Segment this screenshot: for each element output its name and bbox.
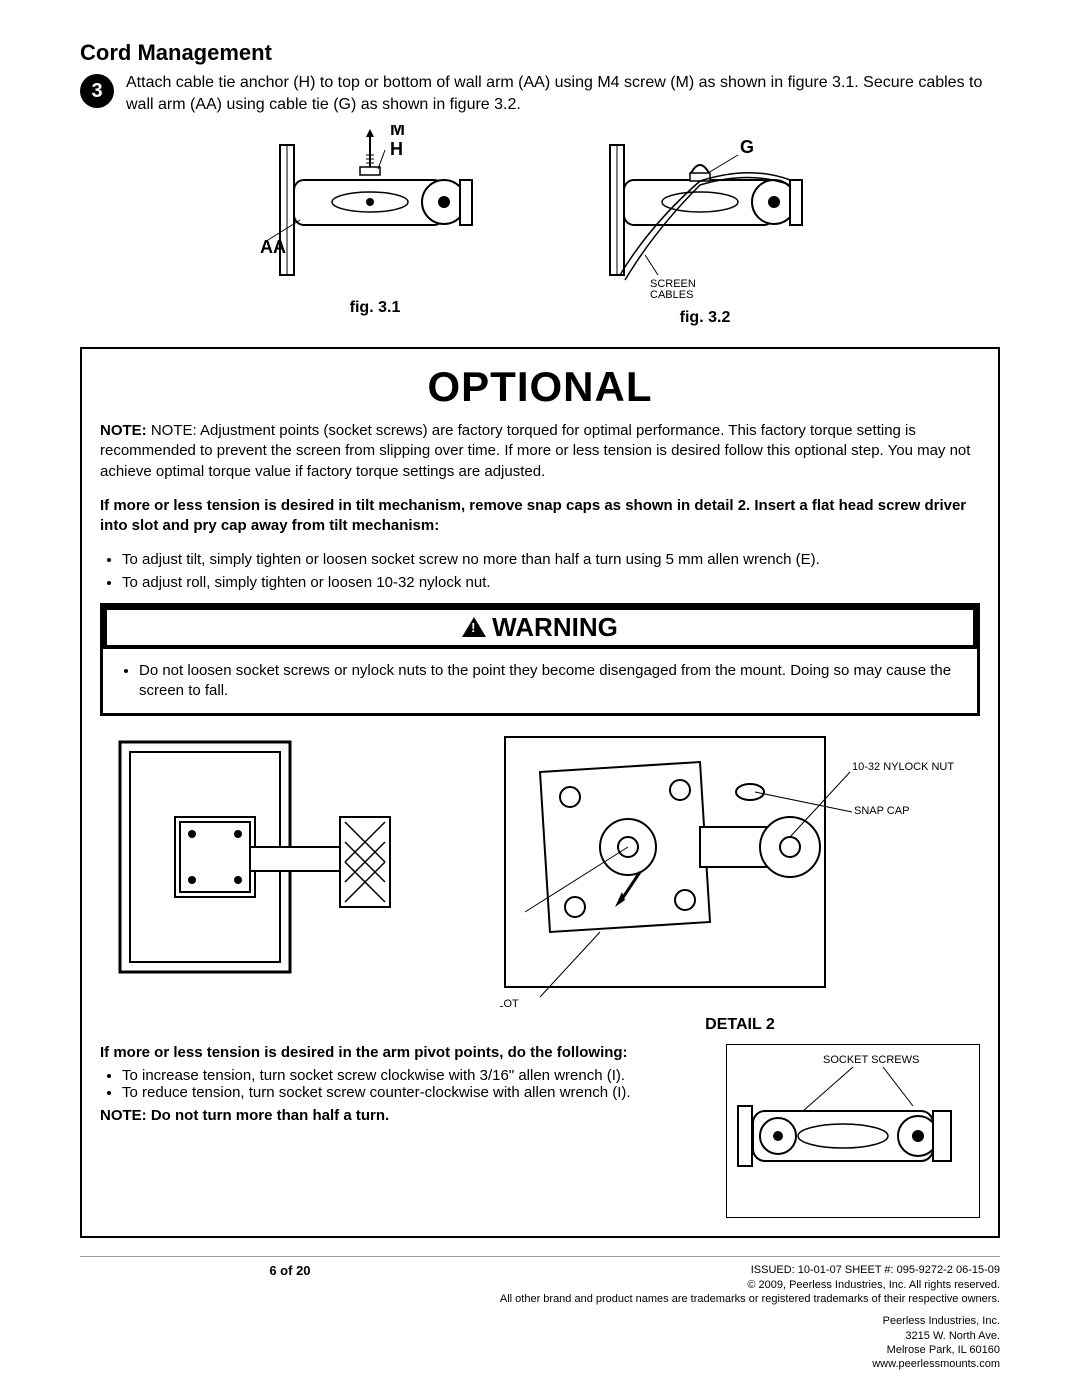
fig-3-2-svg: G SCREEN CABLES [590,125,820,305]
label-aa: AA [260,237,286,257]
manual-page: Cord Management 3 Attach cable tie ancho… [40,0,1040,1392]
pivot-intro: If more or less tension is desired in th… [100,1044,706,1061]
optional-title: OPTIONAL [100,363,980,411]
pivot-note: NOTE: Do not turn more than half a turn. [100,1107,706,1124]
company-block: Peerless Industries, Inc. 3215 W. North … [80,1314,1000,1371]
tilt-intro: If more or less tension is desired in ti… [100,496,980,537]
optional-section: OPTIONAL NOTE: NOTE: Adjustment points (… [80,347,1000,1238]
figure-3-2: G SCREEN CABLES fig. 3.2 [590,125,820,327]
footer-right: ISSUED: 10-01-07 SHEET #: 095-9272-2 06-… [500,1263,1000,1306]
label-h: H [390,139,403,159]
figure-row: M H AA fig. 3.1 [80,125,1000,327]
tilt-bullets: To adjust tilt, simply tighten or loosen… [100,550,980,593]
detail-2-row: 10-32 NYLOCK NUT SNAP CAP SOCKET SCREW S… [100,732,980,1034]
fig-3-2-caption: fig. 3.2 [680,309,731,327]
step-row: 3 Attach cable tie anchor (H) to top or … [80,72,1000,115]
optional-note: NOTE: NOTE: Adjustment points (socket sc… [100,421,980,482]
warning-header: WARNING [103,606,977,649]
detail-2-left-fig [100,732,480,992]
warning-triangle-icon [462,617,486,637]
tilt-bullet-2: To adjust roll, simply tighten or loosen… [122,573,980,593]
step-number-badge: 3 [80,74,114,108]
fig-3-1-caption: fig. 3.1 [350,299,401,317]
label-m: M [390,125,405,139]
svg-text:CABLES: CABLES [650,289,693,301]
label-slot: SLOT [500,998,519,1010]
detail-2-left-svg [110,732,470,992]
tilt-bullet-1: To adjust tilt, simply tighten or loosen… [122,550,980,570]
pivot-svg: SOCKET SCREWS [733,1051,961,1211]
warning-box: WARNING Do not loosen socket screws or n… [100,603,980,717]
detail-2-caption: DETAIL 2 [705,1016,775,1034]
warning-body: Do not loosen socket screws or nylock nu… [103,649,977,714]
pivot-bullet-2: To reduce tension, turn socket screw cou… [122,1084,706,1101]
detail-2-right-svg: 10-32 NYLOCK NUT SNAP CAP SOCKET SCREW S… [500,732,980,1012]
pivot-bullet-1: To increase tension, turn socket screw c… [122,1067,706,1084]
pivot-text-block: If more or less tension is desired in th… [100,1044,706,1124]
label-socket-screws: SOCKET SCREWS [823,1054,919,1066]
page-number: 6 of 20 [269,1263,310,1278]
pivot-bullets: To increase tension, turn socket screw c… [100,1067,706,1101]
label-g: G [740,137,754,157]
pivot-figure: SOCKET SCREWS [726,1044,980,1218]
detail-2-right-fig: 10-32 NYLOCK NUT SNAP CAP SOCKET SCREW S… [500,732,980,1034]
warning-label: WARNING [492,612,618,643]
figure-3-1: M H AA fig. 3.1 [260,125,490,327]
label-nylock: 10-32 NYLOCK NUT [852,761,954,773]
footer-issued: ISSUED: 10-01-07 SHEET #: 095-9272-2 06-… [500,1263,1000,1277]
label-snap-cap: SNAP CAP [854,805,909,817]
page-footer: 6 of 20 ISSUED: 10-01-07 SHEET #: 095-92… [80,1256,1000,1306]
footer-trademark: All other brand and product names are tr… [500,1292,1000,1306]
footer-copyright: © 2009, Peerless Industries, Inc. All ri… [500,1278,1000,1292]
section-title: Cord Management [80,40,1000,66]
fig-3-1-svg: M H AA [260,125,490,295]
pivot-section: If more or less tension is desired in th… [100,1044,980,1218]
step-instruction-text: Attach cable tie anchor (H) to top or bo… [126,72,1000,115]
